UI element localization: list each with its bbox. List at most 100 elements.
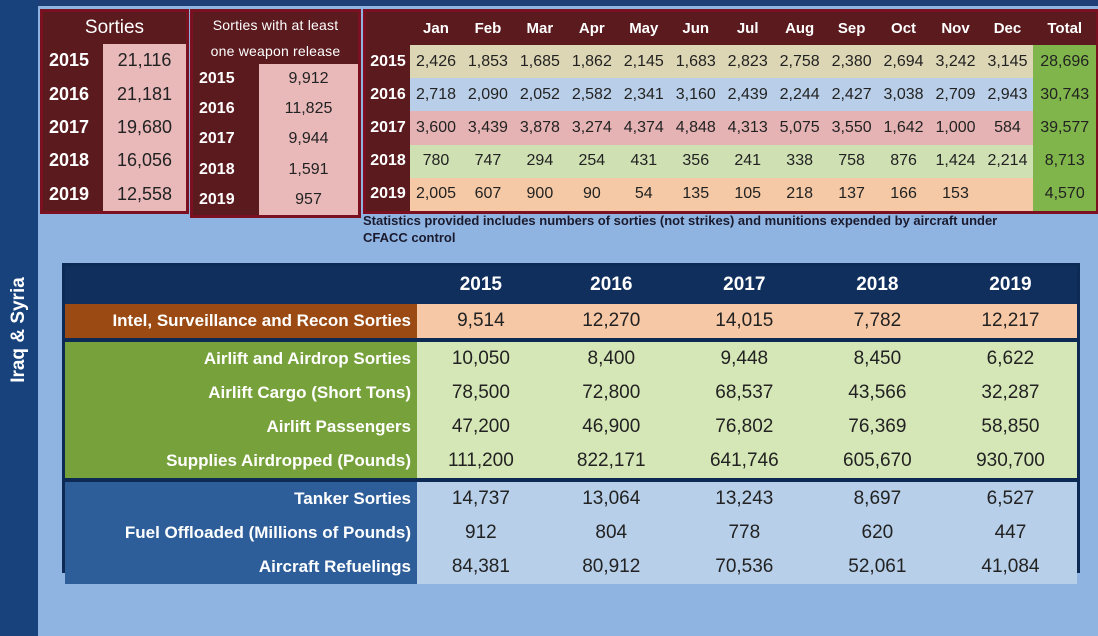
value-cell: 52,061 [810, 550, 944, 584]
value-cell: 10,050 [417, 338, 545, 376]
month-cell: 218 [773, 177, 826, 211]
month-cell: 2,341 [617, 78, 670, 112]
value-cell: 68,537 [677, 376, 811, 410]
table-row: Intel, Surveillance and Recon Sorties 9,… [65, 304, 1077, 340]
year-cell: 2015 [43, 44, 103, 78]
statistics-note: Statistics provided includes numbers of … [363, 212, 1083, 246]
value-cell: 1,591 [259, 154, 358, 185]
value-cell: 12,270 [544, 304, 678, 340]
row-label: Intel, Surveillance and Recon Sorties [65, 304, 417, 340]
month-cell: 105 [721, 177, 774, 211]
month-cell: 607 [461, 177, 514, 211]
month-cell: 1,642 [877, 111, 930, 145]
month-cell: 780 [410, 144, 462, 178]
value-cell: 12,558 [103, 177, 186, 211]
value-cell: 76,802 [677, 410, 811, 444]
header-cell: Oct [877, 12, 930, 46]
month-cell: 3,274 [565, 111, 618, 145]
month-cell: 1,424 [929, 144, 982, 178]
total-cell: 4,570 [1033, 177, 1096, 211]
month-cell: 876 [877, 144, 930, 178]
table-row: 2015 9,912 [193, 64, 358, 95]
header-cell: 2015 [417, 266, 545, 304]
month-cell: 137 [825, 177, 878, 211]
month-cell: 2,052 [513, 78, 566, 112]
month-cell: 4,313 [721, 111, 774, 145]
value-cell: 32,287 [943, 376, 1077, 410]
table-row: 2019 12,558 [43, 177, 186, 211]
monthly-sorties-table: Jan Feb Mar Apr May Jun Jul Aug Sep Oct … [363, 9, 1098, 214]
header-cell: Sep [825, 12, 878, 46]
month-cell: 2,694 [877, 45, 930, 79]
table-row: 2015 21,116 [43, 44, 186, 78]
month-cell: 1,862 [565, 45, 618, 79]
value-cell: 111,200 [417, 444, 545, 480]
table-row: Tanker Sorties 14,737 13,064 13,243 8,69… [65, 478, 1077, 516]
value-cell: 12,217 [943, 304, 1077, 340]
month-cell: 2,709 [929, 78, 982, 112]
month-cell: 338 [773, 144, 826, 178]
month-cell: 3,439 [461, 111, 514, 145]
month-cell: 1,685 [513, 45, 566, 79]
table-row: 2019 2,005 607 900 90 54 135 105 218 137… [366, 177, 1096, 211]
month-cell: 166 [877, 177, 930, 211]
month-cell: 254 [565, 144, 618, 178]
month-cell: 2,145 [617, 45, 670, 79]
year-cell: 2017 [43, 110, 103, 145]
value-cell: 9,912 [259, 64, 358, 95]
header-cell: 2019 [943, 266, 1077, 304]
value-cell: 78,500 [417, 376, 545, 410]
value-cell: 13,064 [544, 478, 678, 516]
table-row: 2018 1,591 [193, 154, 358, 185]
value-cell: 641,746 [677, 444, 811, 480]
table-row: 2015 2,426 1,853 1,685 1,862 2,145 1,683… [366, 45, 1096, 79]
value-cell: 8,450 [810, 338, 944, 376]
month-cell: 2,718 [410, 78, 462, 112]
sidebar: Iraq & Syria [0, 0, 38, 636]
year-cell: 2016 [43, 77, 103, 111]
month-cell: 2,823 [721, 45, 774, 79]
row-label: Airlift and Airdrop Sorties [65, 338, 417, 376]
header-corner [65, 266, 417, 304]
value-cell: 14,015 [677, 304, 811, 340]
value-cell: 822,171 [544, 444, 678, 480]
header-cell: Apr [565, 12, 618, 46]
month-cell: 3,242 [929, 45, 982, 79]
month-cell: 584 [981, 111, 1034, 145]
table-row: 2016 2,718 2,090 2,052 2,582 2,341 3,160… [366, 78, 1096, 112]
value-cell: 47,200 [417, 410, 545, 444]
month-cell: 2,005 [410, 177, 462, 211]
table-row: Aircraft Refuelings 84,381 80,912 70,536… [65, 550, 1077, 584]
month-cell: 2,090 [461, 78, 514, 112]
row-label: Tanker Sorties [65, 478, 417, 516]
year-cell: 2019 [366, 177, 410, 211]
header-cell: 2018 [810, 266, 944, 304]
month-cell: 3,038 [877, 78, 930, 112]
year-cell: 2018 [366, 144, 410, 178]
value-cell: 84,381 [417, 550, 545, 584]
month-cell: 4,374 [617, 111, 670, 145]
month-cell: 90 [565, 177, 618, 211]
value-cell: 8,400 [544, 338, 678, 376]
table-row: Airlift and Airdrop Sorties 10,050 8,400… [65, 338, 1077, 376]
month-cell: 3,878 [513, 111, 566, 145]
header-cell: Dec [981, 12, 1034, 46]
value-cell: 16,056 [103, 144, 186, 178]
table-row: Fuel Offloaded (Millions of Pounds) 912 … [65, 516, 1077, 550]
header-cell: 2017 [677, 266, 811, 304]
month-cell: 5,075 [773, 111, 826, 145]
sorties-title: Sorties [43, 12, 186, 45]
total-cell: 8,713 [1033, 144, 1096, 178]
value-cell: 11,825 [259, 94, 358, 125]
month-cell: 2,943 [981, 78, 1034, 112]
month-cell: 135 [669, 177, 722, 211]
month-cell: 3,550 [825, 111, 878, 145]
year-cell: 2019 [193, 184, 259, 215]
value-cell: 9,514 [417, 304, 545, 340]
header-cell: Nov [929, 12, 982, 46]
header-cell: Jan [410, 12, 462, 46]
total-cell: 30,743 [1033, 78, 1096, 112]
table-header-row: Jan Feb Mar Apr May Jun Jul Aug Sep Oct … [366, 12, 1096, 46]
month-cell: 2,244 [773, 78, 826, 112]
year-cell: 2015 [193, 64, 259, 95]
